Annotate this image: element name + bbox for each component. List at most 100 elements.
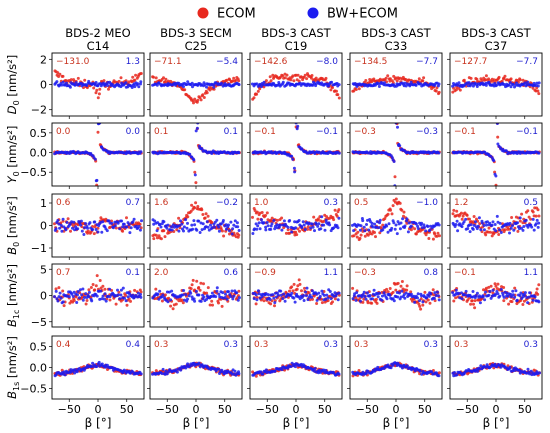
bw-ecom-point	[190, 295, 194, 299]
ecom-point	[92, 232, 96, 236]
panel-y0-c37: −0.1 −0.1	[447, 122, 543, 189]
points-b0-c37	[451, 206, 541, 238]
bw-ecom-point	[322, 293, 326, 297]
bw-ecom-point	[188, 152, 192, 156]
ecom-point	[131, 75, 135, 79]
ytick-label: −1	[31, 242, 47, 255]
bw-ecom-point	[262, 221, 266, 225]
ecom-mean-label: −0.9	[254, 268, 276, 278]
bw-ecom-point	[56, 219, 60, 222]
ecom-point	[225, 78, 229, 82]
ecom-point	[531, 210, 535, 214]
ecom-point	[256, 89, 260, 93]
bw-ecom-point	[209, 223, 212, 227]
bw-ecom-point	[217, 229, 221, 233]
ecom-point	[388, 77, 392, 81]
xlabel-c14: β [°]	[85, 416, 112, 430]
bw-ecom-point	[373, 222, 377, 226]
bw-ecom-point	[193, 223, 197, 227]
bw-ecom-point	[268, 298, 272, 301]
bw-ecom-point	[528, 291, 532, 295]
ecom-point	[232, 76, 236, 80]
bw-ecom-point	[437, 298, 441, 302]
legend-marker-bw-ecom	[307, 7, 319, 19]
ecom-point	[434, 89, 438, 93]
bw-ecom-point	[87, 295, 91, 299]
bw-ecom-point	[193, 299, 197, 303]
ecom-point	[423, 290, 427, 294]
bw-ecom-point	[378, 221, 382, 225]
ecom-point	[220, 304, 224, 308]
bw-ecom-point	[538, 371, 541, 375]
bw-ecom-point	[484, 83, 488, 87]
ecom-point	[74, 295, 78, 299]
points-b1c-c19	[251, 278, 341, 308]
xtick-label: 0	[293, 403, 300, 416]
bw-ecom-point	[220, 81, 223, 85]
bw-ecom-point	[466, 227, 470, 231]
ecom-point	[454, 88, 458, 92]
bw-ecom-point	[77, 296, 81, 300]
ecom-point	[255, 295, 259, 299]
bw-ecom-point	[225, 297, 229, 301]
bw-ecom-point	[171, 223, 175, 227]
bw-ecom-point	[435, 290, 439, 294]
bw-ecom-point	[266, 293, 270, 297]
ecom-point	[394, 76, 398, 80]
bw-ecom-point	[130, 86, 134, 89]
bw-ecom-point	[252, 297, 256, 301]
bw-ecom-point	[437, 223, 441, 227]
bw-ecom-point	[195, 126, 199, 130]
panel-b1c-c25: 2.0 0.6	[147, 263, 243, 330]
bw-ecom-point	[513, 369, 516, 372]
bw-ecom-point	[197, 361, 201, 365]
bw-ecom-point	[385, 224, 389, 228]
bw-ecom-point	[274, 295, 278, 299]
bw-ecom-point	[387, 222, 391, 226]
ecom-point	[57, 286, 61, 290]
ylabel-y0-symbol: Y	[5, 175, 19, 183]
bw-ecom-point	[352, 229, 356, 233]
ecom-point	[180, 298, 184, 302]
ecom-point	[198, 96, 202, 100]
ecom-point	[196, 205, 200, 208]
bw-ecom-point	[457, 291, 461, 295]
ecom-point	[92, 86, 96, 90]
bw-ecom-point	[79, 223, 83, 227]
bw-ecom-point	[264, 225, 268, 229]
points-d0-c14	[53, 69, 143, 100]
ecom-point	[392, 74, 396, 78]
bw-ecom-point	[119, 288, 123, 292]
bw-ecom-point	[272, 219, 276, 222]
bw-ecom-mean-label: −8.0	[316, 57, 338, 67]
ecom-point	[437, 371, 441, 375]
bw-ecom-point	[425, 296, 428, 300]
ylabel-b0: B0 [nm/s²]	[5, 196, 21, 255]
ecom-point	[269, 302, 273, 306]
panel-b1c-c14: 0.7 0.1 −5 0 5	[31, 263, 145, 330]
bw-ecom-point	[83, 226, 87, 230]
bw-ecom-point	[432, 296, 436, 300]
ecom-point	[94, 284, 98, 288]
bw-ecom-point	[389, 366, 393, 370]
bw-ecom-point	[273, 301, 277, 305]
bw-ecom-point	[237, 296, 241, 300]
ecom-point	[201, 93, 205, 97]
ecom-point	[370, 232, 374, 236]
bw-ecom-point	[78, 288, 82, 292]
bw-ecom-point	[177, 229, 181, 233]
bw-ecom-point	[197, 219, 201, 223]
ylabel-y0-subscript: 0	[12, 171, 21, 176]
ecom-point	[268, 75, 272, 79]
bw-ecom-point	[137, 224, 141, 228]
ecom-point	[193, 206, 197, 210]
bw-ecom-point	[526, 225, 530, 229]
ecom-point	[206, 214, 210, 218]
bw-ecom-point	[317, 222, 321, 226]
bw-ecom-point	[416, 227, 420, 231]
ecom-point	[305, 77, 309, 81]
bw-ecom-point	[336, 298, 340, 302]
bw-ecom-point	[418, 369, 422, 373]
ecom-point	[426, 298, 430, 302]
ecom-point	[310, 74, 314, 77]
